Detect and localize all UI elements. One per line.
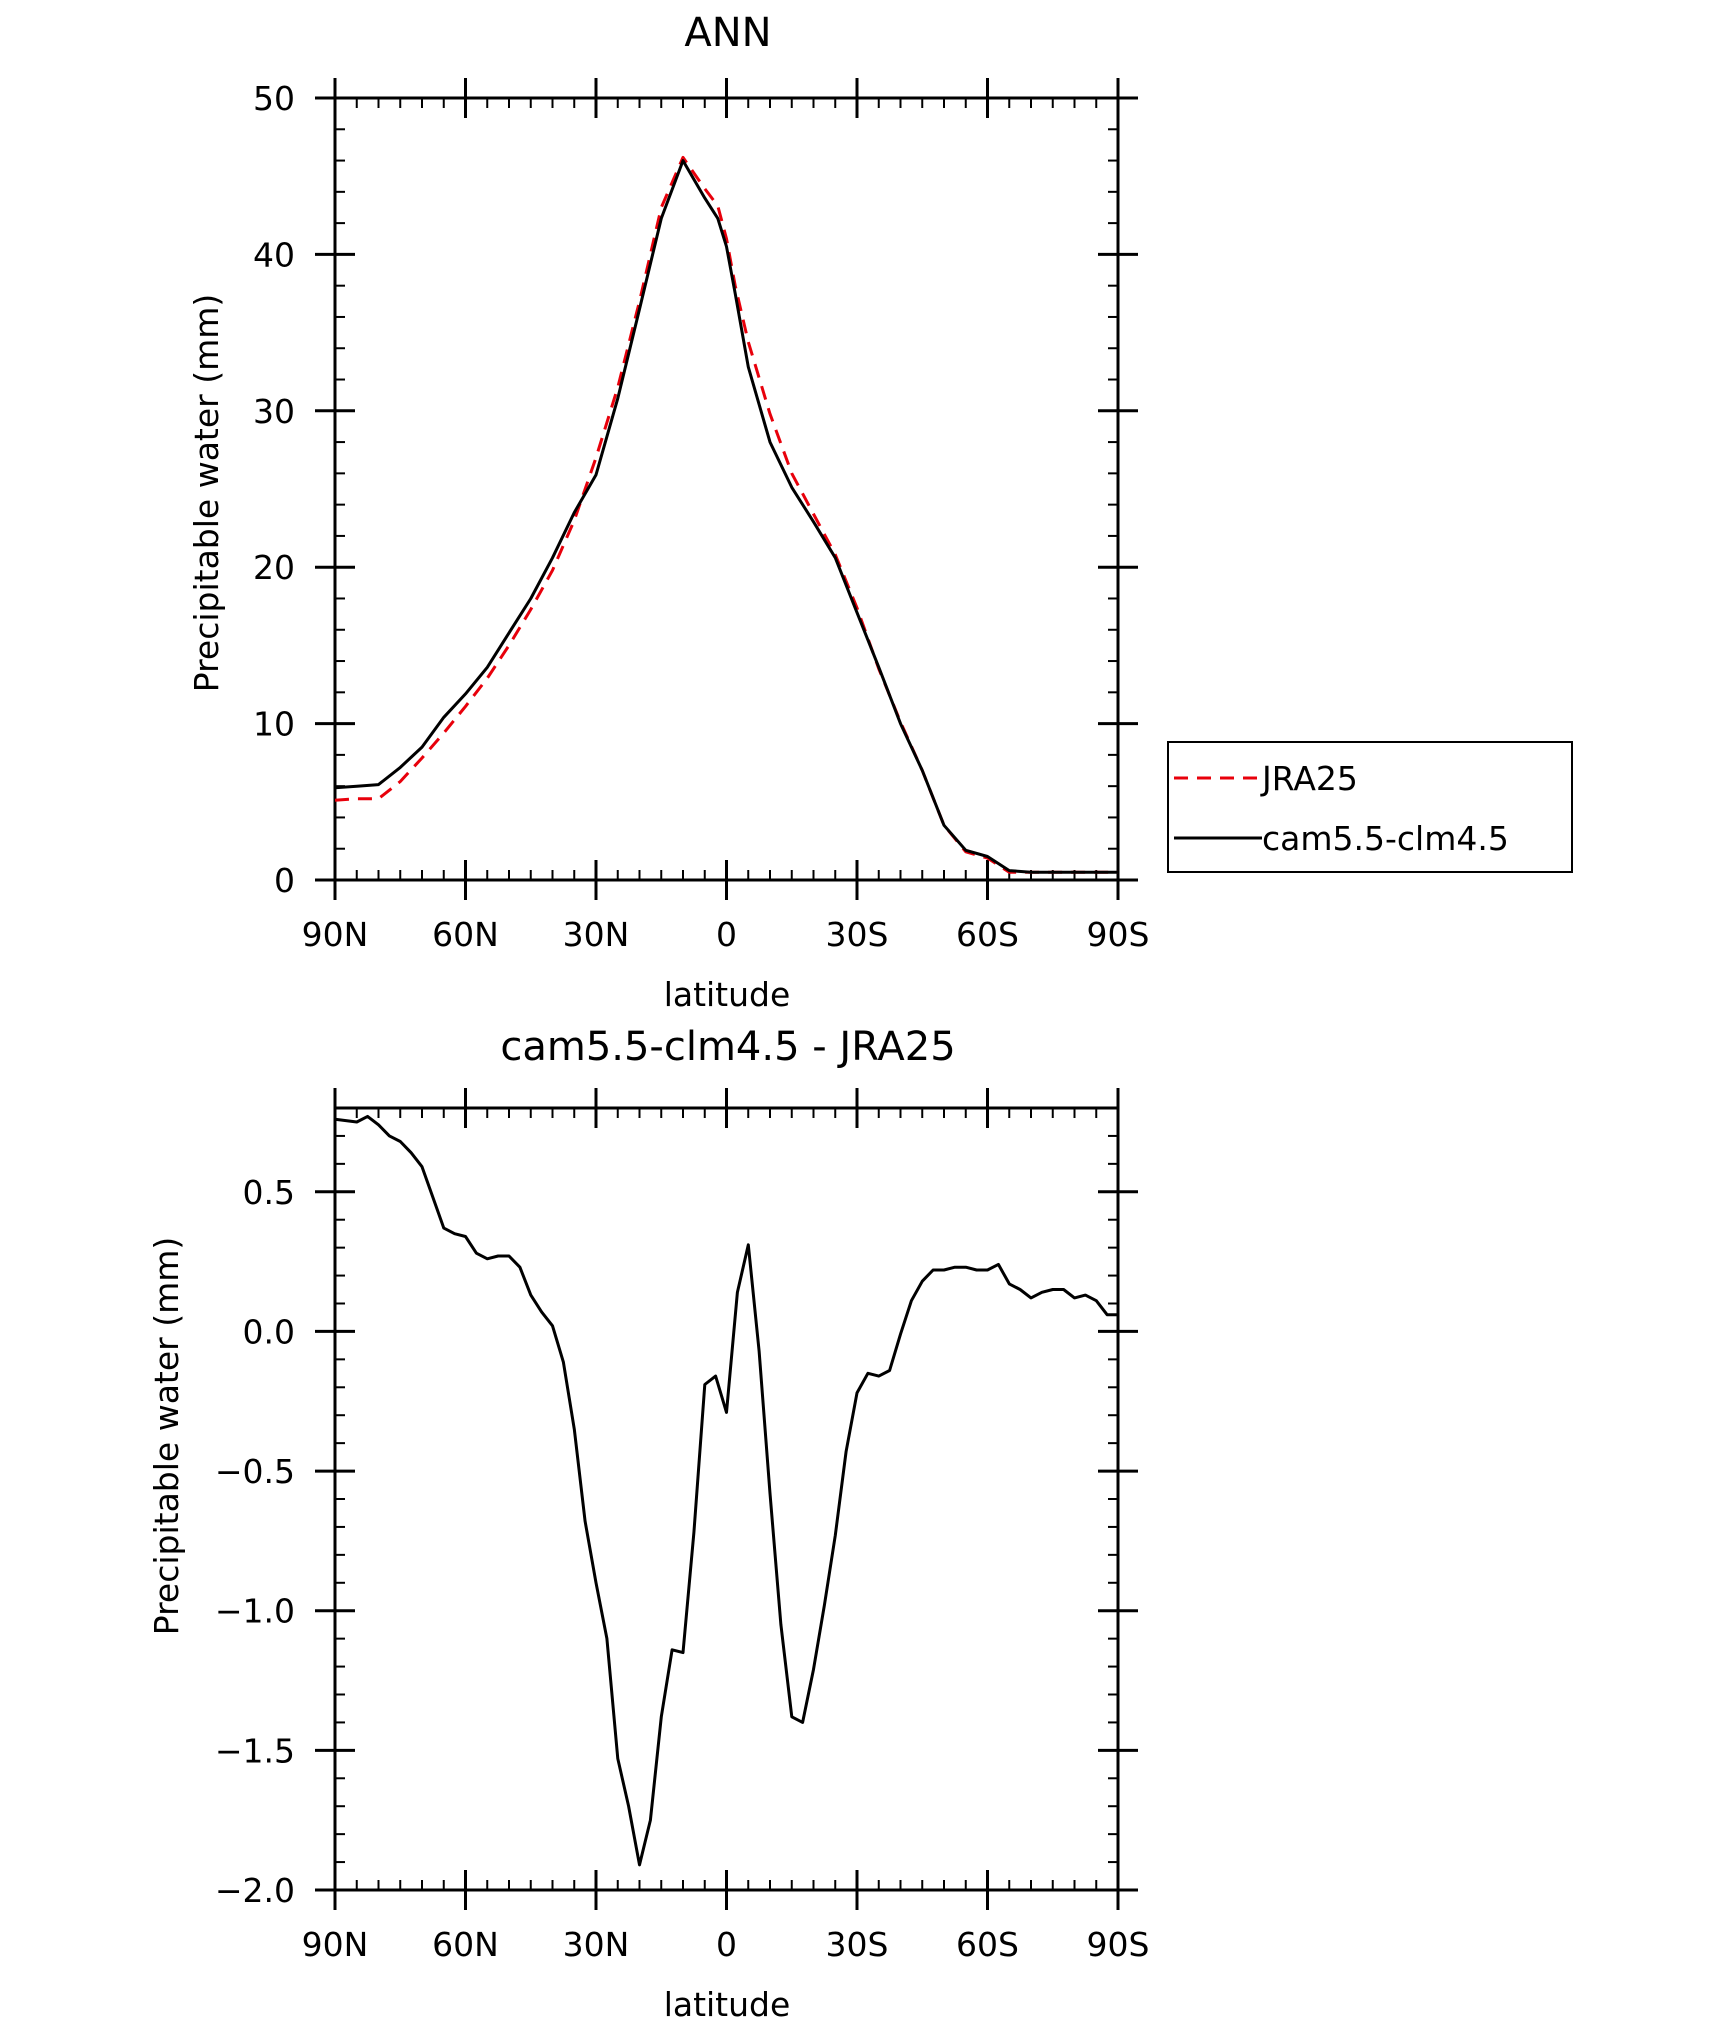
y-tick-label: 30 (253, 392, 295, 431)
bottom-panel-title: cam5.5-clm4.5 - JRA25 (500, 1024, 955, 1070)
top-panel-axes: 90N 60N 30N 0 30S 60S 90S 0 10 20 30 40 50 (253, 78, 1149, 954)
legend-label-jra25: JRA25 (1260, 759, 1358, 798)
bottom-panel-xlabel: latitude (664, 1985, 791, 2021)
x-tick-label: 30N (563, 915, 630, 954)
series-line-difference (334, 1114, 1118, 1867)
x-tick-label: 60N (432, 915, 499, 954)
y-tick-label: 20 (253, 548, 295, 587)
x-tick-label: 90N (302, 915, 369, 954)
legend-label-cam: cam5.5-clm4.5 (1262, 819, 1509, 858)
top-panel-lines (334, 155, 1118, 874)
top-panel: ANN Precipitable water (mm) latitude 90N… (187, 10, 1573, 1014)
y-tick-label: 40 (253, 235, 295, 274)
legend-box (1167, 741, 1573, 873)
y-tick-label: 0 (274, 861, 295, 900)
legend: JRA25 cam5.5-clm4.5 (1167, 741, 1573, 873)
bottom-panel-ylabel: Precipitable water (mm) (147, 1237, 186, 1636)
y-tick-label: −1.0 (215, 1592, 295, 1631)
x-tick-label: 60S (956, 1925, 1019, 1964)
y-tick-label: 0.5 (243, 1173, 295, 1212)
y-tick-label: −0.5 (215, 1452, 295, 1491)
series-line-jra25 (334, 155, 1118, 874)
top-panel-xlabel: latitude (664, 975, 791, 1014)
x-tick-label: 30S (826, 915, 889, 954)
x-tick-label: 60N (432, 1925, 499, 1964)
y-tick-label: −1.5 (215, 1731, 295, 1770)
bottom-panel-axes: 90N 60N 30N 0 30S 60S 90S 0.5 0.0 −0.5 −1.0 −1.5 −2.… (215, 1088, 1150, 1964)
top-panel-title: ANN (684, 10, 771, 56)
x-tick-label: 30N (563, 1925, 630, 1964)
x-tick-label: 90N (302, 1925, 369, 1964)
bottom-panel-lines (334, 1114, 1118, 1867)
series-line-cam5-5-clm4-5 (334, 159, 1118, 874)
y-tick-label: 10 (253, 705, 295, 744)
top-panel-ylabel: Precipitable water (mm) (187, 294, 226, 693)
x-tick-label: 0 (716, 915, 737, 954)
bottom-panel: cam5.5-clm4.5 - JRA25 Precipitable water… (147, 1024, 1149, 2021)
x-tick-label: 60S (956, 915, 1019, 954)
y-tick-label: 50 (253, 79, 295, 118)
x-tick-label: 0 (716, 1925, 737, 1964)
y-tick-label: 0.0 (243, 1312, 295, 1351)
plot-frame (333, 96, 1120, 882)
x-tick-label: 30S (826, 1925, 889, 1964)
y-tick-label: −2.0 (215, 1871, 295, 1910)
plot-frame (333, 1106, 1120, 1892)
x-tick-label: 90S (1087, 915, 1150, 954)
x-tick-label: 90S (1087, 1925, 1150, 1964)
